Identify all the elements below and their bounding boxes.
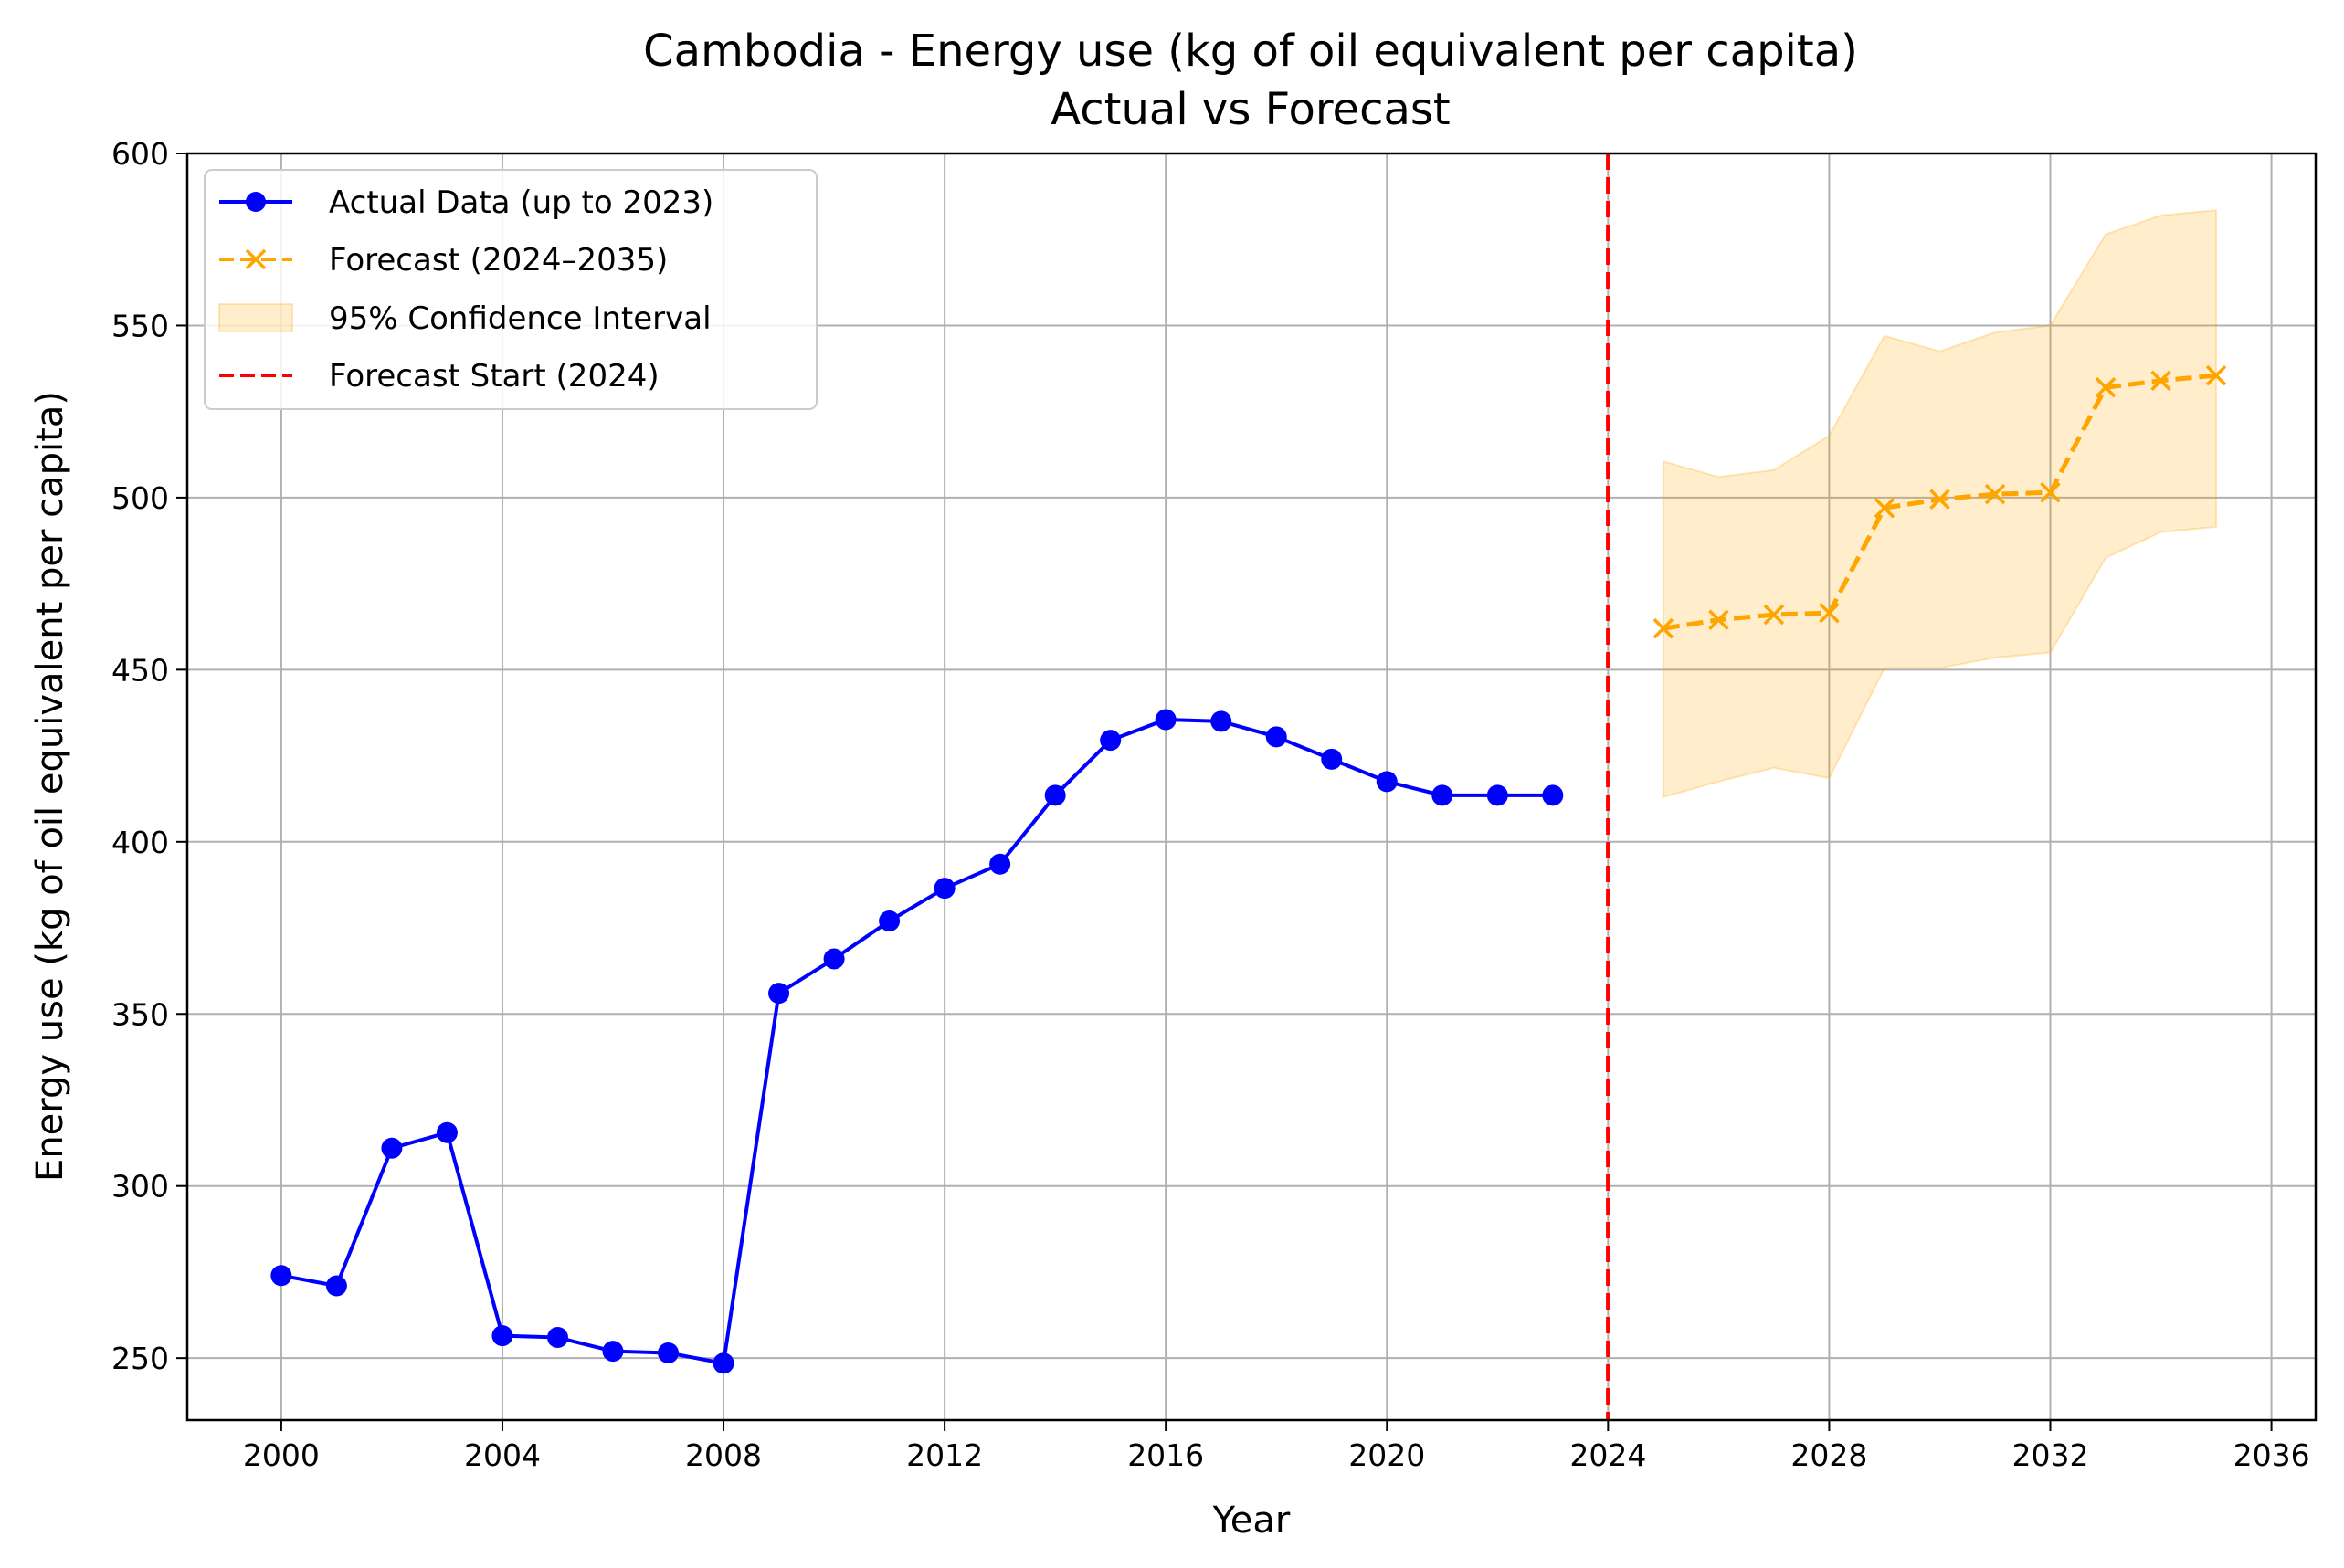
actual-data-point xyxy=(1486,784,1508,806)
x-axis-label: Year xyxy=(1212,1500,1291,1542)
forecast-data-point xyxy=(2150,370,2171,391)
legend-marker-forecast xyxy=(245,248,267,270)
actual-data-point xyxy=(436,1121,458,1143)
actual-data-point xyxy=(1542,784,1564,806)
actual-data-point xyxy=(1210,710,1232,732)
y-tick-label: 250 xyxy=(111,1341,169,1376)
x-tick-label: 2032 xyxy=(2012,1437,2089,1473)
x-tick-label: 2004 xyxy=(464,1437,541,1473)
legend-item-forecast-start: Forecast Start (2024) xyxy=(219,358,660,395)
legend-box xyxy=(204,169,818,410)
legend-label-actual: Actual Data (up to 2023) xyxy=(329,184,713,221)
actual-data-point xyxy=(658,1342,680,1364)
actual-data-point xyxy=(934,878,956,900)
x-tick-label: 2020 xyxy=(1348,1437,1425,1473)
actual-data-point xyxy=(1044,784,1066,806)
actual-data-point xyxy=(325,1275,347,1297)
legend-item-actual: Actual Data (up to 2023) xyxy=(219,184,713,221)
actual-data-point xyxy=(491,1325,513,1347)
y-tick-label: 400 xyxy=(111,825,169,860)
legend-label-forecast-start: Forecast Start (2024) xyxy=(329,358,660,395)
legend-item-forecast: Forecast (2024–2035) xyxy=(219,242,668,279)
legend-marker-actual xyxy=(246,192,266,212)
tick-layer: 2000 2004 2008 2012 2016 2020 2024 2028 2032 2036… xyxy=(111,136,2310,1473)
legend-swatch-confidence xyxy=(218,303,293,332)
forecast-data-point xyxy=(2095,377,2117,398)
series-layer xyxy=(270,153,2227,1420)
actual-data-point xyxy=(1100,730,1122,752)
actual-data-point xyxy=(270,1265,292,1287)
x-tick-label: 2016 xyxy=(1127,1437,1204,1473)
actual-data-point xyxy=(602,1341,624,1363)
forecast-data-point xyxy=(2040,482,2061,503)
actual-data-point xyxy=(1376,771,1398,793)
forecast-data-point xyxy=(2205,364,2227,386)
x-tick-label: 2024 xyxy=(1569,1437,1646,1473)
legend-label-forecast: Forecast (2024–2035) xyxy=(329,242,668,279)
chart-title: Cambodia - Energy use (kg of oil equival… xyxy=(643,26,1858,77)
forecast-data-point xyxy=(1708,609,1729,630)
y-tick-label: 450 xyxy=(111,652,169,688)
legend-item-confidence: 95% Confidence Interval xyxy=(218,300,712,337)
x-tick-label: 2000 xyxy=(243,1437,320,1473)
x-tick-label: 2012 xyxy=(906,1437,983,1473)
actual-data-point xyxy=(713,1352,734,1374)
actual-data-point xyxy=(381,1137,403,1159)
forecast-data-point xyxy=(1819,602,1840,624)
legend-label-confidence: 95% Confidence Interval xyxy=(329,300,712,337)
confidence-band xyxy=(1662,209,2218,799)
y-tick-label: 300 xyxy=(111,1169,169,1205)
actual-data-point xyxy=(546,1327,568,1349)
y-tick-label: 550 xyxy=(111,308,169,343)
chart-subtitle: Actual vs Forecast xyxy=(1051,84,1450,135)
actual-data-point xyxy=(1431,784,1453,806)
legend: Actual Data (up to 2023) Forecast (2024–… xyxy=(204,169,818,410)
actual-data-point xyxy=(1155,709,1177,731)
actual-data-point xyxy=(1265,726,1287,748)
forecast-data-point xyxy=(1929,489,1950,510)
y-tick-label: 600 xyxy=(111,136,169,172)
x-tick-label: 2008 xyxy=(685,1437,762,1473)
actual-data-point xyxy=(823,948,845,970)
x-tick-label: 2036 xyxy=(2233,1437,2310,1473)
actual-data-point xyxy=(768,983,790,1005)
y-tick-label: 500 xyxy=(111,480,169,516)
y-tick-label: 350 xyxy=(111,996,169,1032)
actual-data-point xyxy=(879,910,901,931)
y-axis-label: Energy use (kg of oil equivalent per cap… xyxy=(29,391,71,1182)
forecast-data-point xyxy=(1652,617,1674,639)
actual-data-point xyxy=(989,853,1011,875)
actual-series-line xyxy=(280,718,1553,1365)
actual-data-point xyxy=(1321,748,1343,770)
forecast-data-point xyxy=(1984,483,2006,505)
confidence-band-layer xyxy=(1662,209,2218,799)
forecast-data-point xyxy=(1763,604,1785,626)
x-tick-label: 2028 xyxy=(1790,1437,1867,1473)
plot-frame xyxy=(185,152,2318,1422)
forecast-data-point xyxy=(1874,497,1895,519)
